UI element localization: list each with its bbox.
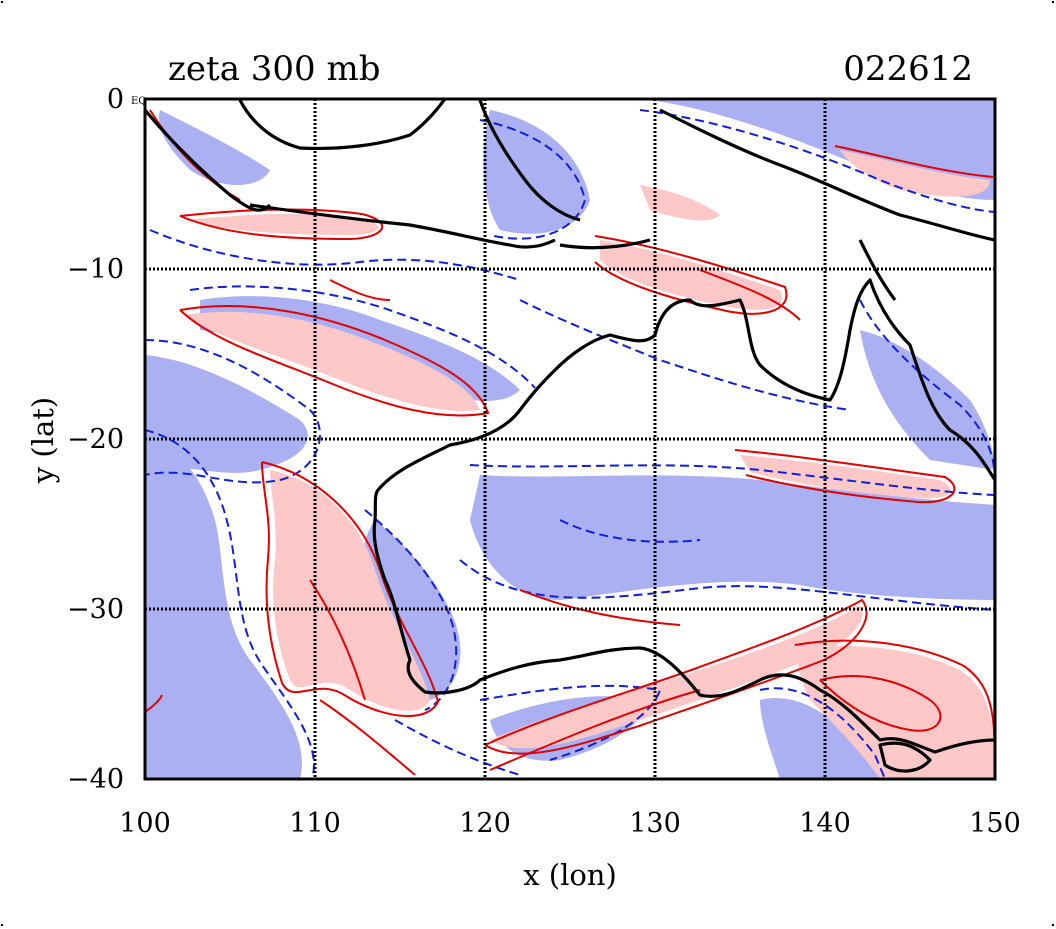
java-coastline — [249, 203, 556, 249]
positive-region-west-jet — [185, 311, 480, 411]
negative-contour — [559, 519, 701, 543]
australia-coastline — [372, 278, 995, 754]
date-code: 022612 — [843, 49, 973, 89]
timor-coastline — [559, 238, 651, 250]
positive-region-south-jet — [490, 605, 863, 749]
positive-contour — [489, 689, 701, 771]
positive-region-southeast-swirl — [798, 646, 995, 779]
negative-contour — [469, 464, 995, 496]
x-tick-label: 130 — [629, 808, 681, 839]
positive-contour — [734, 449, 956, 504]
positive-contour — [699, 269, 801, 321]
negative-region-central-band — [470, 475, 995, 600]
negative-contour — [364, 509, 458, 711]
positive-contour — [819, 675, 942, 732]
negative-contour — [145, 339, 321, 484]
positive-region-java — [185, 213, 379, 235]
x-tick-label: 100 — [119, 808, 171, 839]
sulawesi-coastline — [478, 99, 581, 222]
positive-contour-lines — [145, 109, 995, 779]
negative-contour-lines — [145, 109, 995, 779]
negative-contour — [519, 299, 851, 411]
negative-contour — [859, 299, 995, 481]
negative-region-southeast — [760, 698, 880, 779]
y-tick-label: 0 — [107, 84, 124, 115]
cape-york-coastline — [858, 239, 897, 301]
plot-frame — [143, 97, 997, 781]
x-tick-label: 150 — [969, 808, 1021, 839]
positive-contour — [519, 589, 681, 626]
positive-contour — [594, 235, 788, 315]
x-tick-labels: 100 110 120 130 140 150 — [119, 808, 1021, 839]
y-tick-label: −30 — [67, 594, 124, 625]
positive-contour — [329, 279, 391, 301]
negative-region-northwest — [159, 110, 270, 185]
new-guinea-coastline — [659, 108, 995, 242]
positive-contour — [319, 699, 416, 776]
negative-contour — [479, 119, 587, 240]
plot-area — [145, 99, 995, 779]
coastlines — [145, 99, 995, 773]
y-tick-label: −20 — [67, 424, 124, 455]
negative-region-east-tropics — [860, 330, 995, 470]
tasmania-coastline — [878, 741, 932, 773]
positive-contour — [834, 145, 994, 178]
negative-region-west-lower — [145, 440, 302, 779]
borneo-coastline — [238, 99, 447, 151]
x-tick-label: 110 — [289, 808, 341, 839]
negative-contour — [639, 109, 995, 213]
negative-region-west-mid — [145, 355, 308, 473]
negative-region-southwest-coast — [363, 520, 461, 700]
negative-contour — [394, 719, 521, 776]
negative-contour — [189, 285, 536, 389]
positive-region-north-coast — [600, 240, 782, 310]
grid-lines — [145, 99, 995, 779]
corner-mark — [1, 1, 3, 3]
y-tick-label: −10 — [67, 254, 124, 285]
positive-vorticity-regions — [185, 150, 995, 779]
corner-mark — [1052, 1, 1054, 3]
y-tick-labels: 0 −10 −20 −30 −40 EQ — [67, 84, 146, 795]
corner-mark — [1052, 924, 1054, 926]
y-axis-label: y (lat) — [26, 397, 60, 484]
negative-region-north-1 — [483, 110, 590, 234]
negative-contour — [759, 687, 886, 779]
x-tick-label: 140 — [799, 808, 851, 839]
positive-contour — [261, 461, 440, 717]
positive-region-northeast — [840, 150, 990, 197]
negative-contour — [149, 229, 521, 281]
sumatra-coastline — [145, 108, 272, 212]
positive-contour — [484, 598, 868, 755]
equator-label: EQ — [131, 96, 147, 107]
positive-region-southwest-trough — [270, 470, 430, 711]
positive-contour — [145, 694, 163, 713]
positive-contour — [179, 305, 490, 417]
negative-contour — [145, 429, 315, 779]
x-tick-label: 120 — [459, 808, 511, 839]
x-axis-label: x (lon) — [523, 858, 617, 892]
positive-region-tropical-east — [640, 185, 720, 221]
y-tick-label: −40 — [67, 764, 124, 795]
map-title: zeta 300 mb — [168, 49, 380, 89]
corner-mark — [1, 924, 3, 926]
positive-region-east-band — [740, 455, 951, 499]
positive-contour — [309, 579, 366, 701]
